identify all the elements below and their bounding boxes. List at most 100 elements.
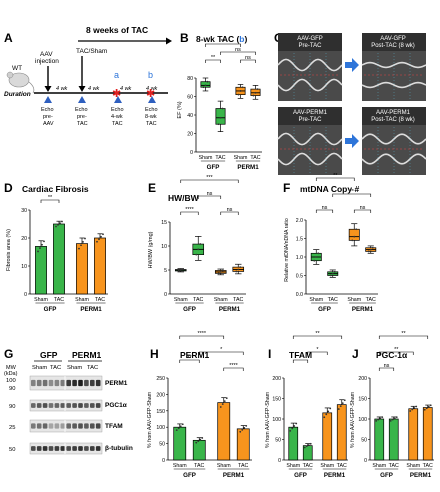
x-category-label: TAC	[233, 297, 243, 303]
blot-band	[84, 446, 89, 451]
y-tick-label: 150	[272, 397, 281, 403]
blot-band	[48, 403, 54, 408]
bar	[217, 402, 231, 461]
y-tick-label: 1.5	[296, 237, 303, 243]
data-point	[217, 123, 220, 126]
x-category-label: TAC	[303, 463, 313, 469]
y-tick-label: 80	[187, 76, 193, 82]
data-point	[195, 253, 198, 256]
echo-images	[277, 33, 427, 175]
blot-band	[31, 446, 36, 451]
box	[348, 228, 360, 241]
bar	[173, 426, 187, 461]
panel-h-title: PERM1	[180, 350, 210, 360]
data-point	[323, 416, 326, 419]
blot-band	[72, 423, 77, 429]
genotype-label: PERM1	[219, 306, 241, 313]
significance-label: **	[401, 331, 406, 337]
significance-bracket	[292, 335, 343, 339]
blot-band	[42, 446, 48, 451]
blot-band	[36, 446, 42, 451]
panel-e: E HW/BW HW/BW (g/mg) 15 10 5 0 Sham TAC Sham TA…	[148, 175, 246, 313]
significance-label: ns	[227, 207, 233, 213]
panel-letter-e: E	[148, 181, 156, 195]
data-point	[305, 445, 308, 448]
echo-triangle-1	[44, 96, 52, 103]
y-tick-label: 100	[272, 417, 281, 423]
panel-i-title: TFAM	[289, 350, 312, 360]
y-tick-label: 100	[358, 417, 367, 423]
panel-j-ylabel: % from AAV-GFP-Sham	[350, 391, 356, 448]
bar	[53, 223, 65, 295]
significance-label: **	[221, 39, 226, 45]
data-point	[245, 424, 248, 427]
panel-letter-b: B	[180, 31, 189, 45]
interval-2: 4 wk	[88, 86, 100, 92]
panel-j: J PGC-1α % from AAV-GFP-Sham 200 150 100 50…	[350, 331, 434, 479]
significance-label: ns	[207, 191, 213, 197]
blot-band	[90, 403, 95, 408]
interval-1: 4 wk	[56, 86, 68, 92]
significance-bracket	[180, 211, 199, 215]
x-category-label: TAC	[238, 463, 248, 469]
significance-label: ****	[229, 363, 238, 369]
data-point	[78, 247, 80, 250]
blot-band	[90, 423, 95, 429]
significance-label: **	[187, 355, 192, 361]
data-point	[102, 233, 104, 236]
panel-j-title: PGC-1α	[376, 350, 408, 360]
blot-band	[54, 379, 60, 387]
significance-label: *	[316, 347, 319, 353]
blot-band	[60, 403, 66, 408]
y-tick-label: 0	[278, 458, 281, 464]
genotype-label: GFP	[380, 472, 393, 479]
echo-1-line3: AAV	[43, 121, 54, 127]
bar	[422, 407, 433, 461]
data-point	[343, 399, 346, 402]
significance-bracket	[220, 211, 239, 215]
interval-4: 4 wk	[146, 86, 158, 92]
data-point	[223, 400, 226, 403]
data-point	[202, 86, 205, 89]
blot-band	[78, 446, 83, 451]
panel-letter-h: H	[150, 347, 159, 361]
data-point	[423, 408, 426, 411]
significance-bracket	[378, 367, 395, 371]
data-point	[307, 444, 310, 446]
echo-triangle-3	[114, 96, 122, 103]
echo-image-bg	[278, 51, 342, 101]
western-blots	[29, 375, 103, 455]
data-point	[393, 417, 396, 420]
data-point	[100, 235, 102, 238]
significance-bracket	[223, 367, 244, 371]
significance-bracket	[180, 179, 239, 183]
blot-gfp-label: GFP	[40, 350, 58, 360]
bar	[35, 246, 47, 295]
echo-title-gfp-post-2: Post-TAC (8 wk)	[371, 43, 415, 49]
significance-label: **	[333, 173, 338, 179]
echo-triangle-2	[78, 96, 86, 103]
arrow-right-icon	[345, 134, 359, 148]
data-point	[197, 440, 200, 443]
x-category-label: Sham	[34, 297, 48, 303]
panel-letter-a: A	[4, 31, 13, 45]
bar	[288, 426, 299, 461]
bar	[374, 418, 385, 461]
echo-wall-trace	[361, 153, 427, 165]
x-category-label: TAC	[250, 155, 260, 161]
blot-band	[54, 446, 60, 451]
tac-duration-arrowhead	[166, 37, 172, 45]
panel-f: F mtDNA Copy # Relative mtDNA/nDNA ratio…	[283, 173, 378, 313]
bar	[388, 418, 399, 461]
significance-bracket	[205, 43, 241, 47]
blot-band	[42, 379, 48, 387]
blot-band	[60, 379, 66, 387]
wt-label: WT	[12, 65, 22, 72]
panel-b-title: 8-wk TAC (b)	[196, 34, 248, 44]
blot-pgc1a	[29, 399, 103, 412]
bar	[336, 404, 347, 461]
x-category-label: TAC	[389, 463, 399, 469]
